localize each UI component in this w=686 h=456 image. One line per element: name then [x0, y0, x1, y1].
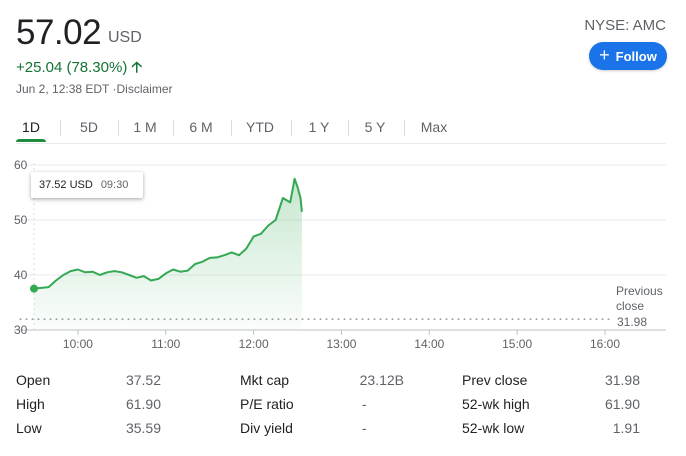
- stats-row: Low 35.59 Div yield - 52-wk low 1.91: [16, 420, 668, 440]
- tab-1m[interactable]: 1 M: [130, 114, 160, 142]
- tab-label: 6 M: [189, 119, 213, 135]
- stat-divyield-value: -: [362, 420, 367, 436]
- tab-6m[interactable]: 6 M: [186, 114, 216, 142]
- tooltip-value: 37.52 USD: [39, 179, 93, 191]
- price-change: +25.04 (78.30%) 🡡: [16, 57, 142, 82]
- tab-label: 1D: [22, 119, 40, 135]
- price-change-text: +25.04 (78.30%): [16, 59, 128, 76]
- tab-label: Max: [420, 119, 448, 135]
- stats-row: Open 37.52 Mkt cap 23.12B Prev close 31.…: [16, 372, 668, 392]
- tab-divider: [348, 120, 349, 136]
- tab-label: 1 M: [133, 119, 157, 135]
- tab-ytd[interactable]: YTD: [245, 114, 275, 142]
- stat-pe-label: P/E ratio: [240, 396, 294, 412]
- prev-close-value: 31.98: [617, 315, 647, 329]
- tab-divider: [231, 120, 232, 136]
- x-tick-label: 14:00: [414, 337, 444, 351]
- active-tab-indicator: [16, 139, 46, 142]
- stat-open-label: Open: [16, 372, 51, 388]
- stat-prevclose-value: 31.98: [604, 372, 640, 388]
- tab-divider: [291, 120, 292, 136]
- x-tick-label: 11:00: [151, 337, 180, 351]
- y-tick-label: 40: [14, 268, 28, 282]
- hover-tooltip: 37.52 USD 09:30: [31, 172, 143, 198]
- exchange-ticker: NYSE: AMC: [584, 17, 666, 34]
- stat-mktcap-label: Mkt cap: [240, 372, 290, 388]
- x-tick-label: 12:00: [239, 337, 269, 351]
- follow-button-label: Follow: [615, 48, 657, 64]
- stat-low-label: Low: [16, 420, 42, 436]
- x-tick-label: 13:00: [326, 337, 356, 351]
- tab-5d[interactable]: 5D: [74, 114, 104, 142]
- tab-divider: [404, 120, 405, 136]
- plus-icon: +: [599, 45, 610, 65]
- tab-divider: [173, 120, 174, 136]
- tab-label: YTD: [246, 119, 274, 135]
- start-point-marker: [30, 284, 38, 293]
- prev-close-label-line2: close: [616, 299, 644, 313]
- prev-close-label-line1: Previous: [616, 284, 663, 298]
- tab-divider: [60, 120, 61, 136]
- tab-1y[interactable]: 1 Y: [304, 114, 334, 142]
- stat-open-value: 37.52: [125, 372, 161, 388]
- tab-label: 1 Y: [308, 119, 330, 135]
- stat-high-value: 61.90: [125, 396, 161, 412]
- tooltip-time: 09:30: [100, 179, 129, 191]
- y-tick-label: 30: [14, 323, 28, 337]
- stat-low-value: 35.59: [125, 420, 161, 436]
- x-tick-label: 10:00: [63, 337, 93, 351]
- stat-52high-value: 61.90: [604, 396, 640, 412]
- up-arrow-icon: 🡡: [131, 59, 143, 76]
- stat-52high-label: 52-wk high: [462, 396, 530, 412]
- x-tick-label: 16:00: [590, 337, 620, 351]
- tab-5y[interactable]: 5 Y: [360, 114, 390, 142]
- tab-max[interactable]: Max: [416, 114, 452, 142]
- quote-timestamp[interactable]: Jun 2, 12:38 EDT ·Disclaimer: [16, 82, 173, 96]
- stat-52low-label: 52-wk low: [462, 420, 525, 436]
- price-currency: USD: [108, 29, 142, 46]
- stat-prevclose-label: Prev close: [462, 372, 528, 388]
- stat-52low-value: 1.91: [612, 420, 640, 436]
- stock-price: 57.02: [16, 13, 102, 52]
- stat-divyield-label: Div yield: [240, 420, 293, 436]
- tab-label: 5D: [80, 119, 98, 135]
- tabs-divider: [16, 143, 666, 144]
- price-chart[interactable]: 60 50 40 30 10:00 11:00 12:00 13:00 14:00 15:00 1…: [0, 150, 686, 356]
- tab-label: 5 Y: [364, 119, 386, 135]
- price-line: [33, 177, 303, 290]
- stats-row: High 61.90 P/E ratio - 52-wk high 61.90: [16, 396, 668, 416]
- stat-mktcap-value: 23.12B: [359, 372, 404, 388]
- stat-high-label: High: [16, 396, 45, 412]
- y-tick-label: 60: [14, 158, 28, 172]
- x-tick-label: 15:00: [502, 337, 532, 351]
- tab-divider: [118, 120, 119, 136]
- follow-button[interactable]: + Follow: [589, 42, 667, 70]
- tab-1d[interactable]: 1D: [16, 114, 46, 142]
- y-tick-label: 50: [14, 213, 28, 227]
- stat-pe-value: -: [362, 396, 367, 412]
- price-area: [34, 178, 302, 330]
